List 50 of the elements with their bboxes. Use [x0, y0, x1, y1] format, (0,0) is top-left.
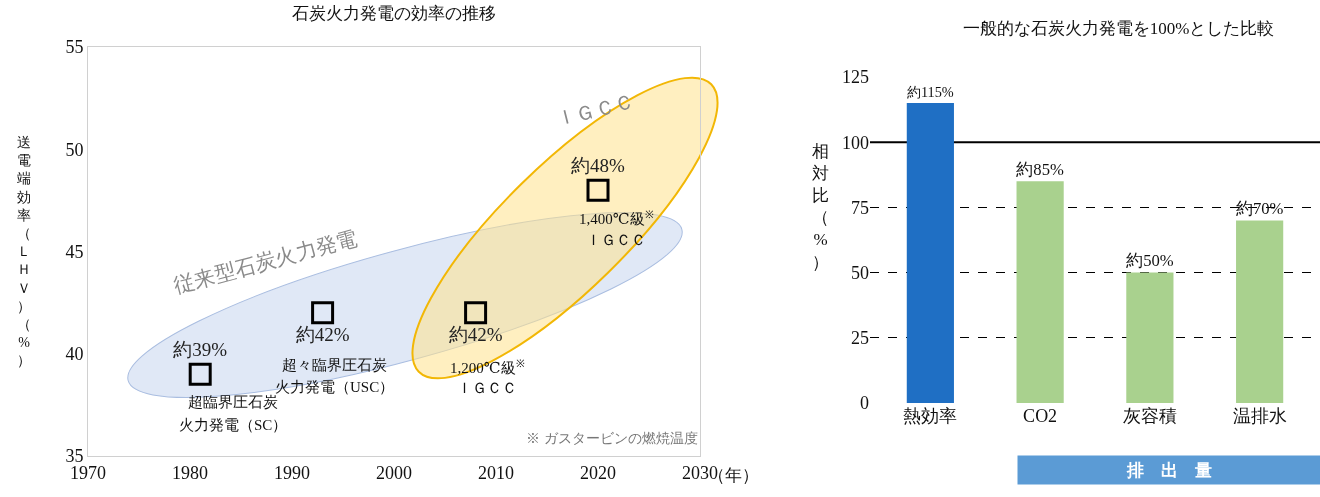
chart-title: 石炭火力発電の効率の推移 — [292, 4, 496, 24]
x-tick-label: 2000 — [376, 462, 412, 483]
y-tick-label: 40 — [65, 344, 84, 365]
annotation: 火力発電（SC） — [179, 417, 288, 433]
annotation: 1,400℃級$^{※}$ — [579, 209, 654, 228]
data-label: 約50% — [1126, 250, 1174, 270]
bar — [906, 103, 954, 403]
annotation: 火力発電（USC） — [275, 379, 395, 395]
annotation: 超臨界圧石炭 — [188, 394, 278, 410]
y-tick-label: 45 — [65, 241, 84, 262]
data-label: 約42% — [295, 323, 350, 345]
point — [311, 301, 335, 325]
data-label: 約115% — [906, 83, 954, 100]
y-tick-label: 75 — [851, 197, 869, 218]
annotation: ＩＧＣＣ — [457, 380, 517, 396]
chart-title: 一般的な石炭火力発電を100%とした比較 — [962, 19, 1275, 39]
data-label: 約70% — [1235, 198, 1284, 218]
annotation: 従来型石炭火力発電 — [171, 225, 360, 298]
data-label: 約39% — [173, 338, 228, 360]
y-axis-title: 相対比（%） — [812, 142, 829, 272]
annotation: ＩＧＣＣ — [553, 89, 637, 131]
bar — [1236, 220, 1284, 403]
x-tick-label: 熱効率 — [903, 406, 958, 426]
x-tick-label: 灰容積 — [1122, 406, 1177, 426]
x-tick-label: 2030 — [682, 462, 718, 483]
text: 排 出 量 — [1126, 460, 1212, 480]
x-tick-label: 1990 — [274, 462, 310, 483]
y-tick-label: 50 — [65, 139, 84, 160]
point — [188, 362, 212, 386]
x-tick-label: 1980 — [172, 462, 208, 483]
point — [464, 301, 488, 325]
data-label: 約42% — [448, 323, 503, 345]
data-label: 約48% — [571, 154, 626, 176]
x-tick-label: 2010 — [478, 462, 514, 483]
y-tick-label: 0 — [860, 393, 869, 414]
y-tick-label: 50 — [851, 262, 869, 283]
data-label: 約85% — [1016, 159, 1064, 179]
x-tick-label: CO2 — [1023, 406, 1058, 426]
y-tick-label: 125 — [842, 67, 869, 88]
y-tick-label: 100 — [842, 132, 869, 153]
x-tick-label: 温排水 — [1232, 406, 1287, 426]
x-tick-label: 2020 — [580, 462, 616, 483]
y-tick-label: 25 — [851, 328, 869, 349]
annotation: 超々臨界圧石炭 — [282, 357, 387, 373]
bar — [1126, 272, 1174, 403]
y-tick-label: 55 — [65, 37, 84, 58]
annotation: ※ ガスタービンの燃焼温度 — [526, 431, 698, 446]
text: 送電端効率（ＬＨＶ）（%） — [17, 135, 31, 369]
point — [586, 178, 610, 202]
bar — [1016, 181, 1064, 403]
